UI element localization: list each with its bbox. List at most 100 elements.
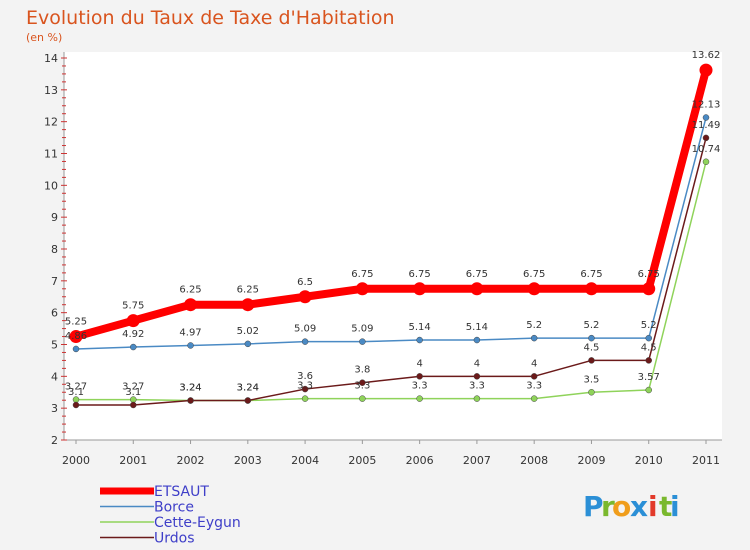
data-label: 4.5 — [584, 342, 600, 353]
chart-subtitle: (en %) — [26, 31, 62, 44]
data-point — [588, 334, 595, 342]
data-label: 3.8 — [354, 365, 370, 376]
data-point — [301, 338, 309, 345]
data-point — [702, 158, 710, 166]
data-label: 3.24 — [237, 383, 259, 394]
data-point — [530, 373, 538, 380]
data-point — [72, 401, 80, 409]
data-label: 3.3 — [297, 381, 313, 392]
data-point — [473, 373, 481, 380]
series-cette-eygun — [72, 158, 710, 404]
data-point — [301, 395, 309, 402]
data-point — [130, 343, 137, 351]
data-label: 6.75 — [580, 269, 602, 280]
series-line — [75, 117, 707, 350]
data-label: 5.2 — [584, 320, 600, 331]
logo-letter: i — [648, 490, 658, 523]
data-label: 4.92 — [122, 329, 144, 340]
data-point — [359, 379, 366, 386]
data-label: 5.14 — [409, 322, 431, 333]
data-point — [72, 345, 80, 353]
data-point — [359, 338, 366, 345]
x-tick-label: 2001 — [119, 454, 147, 467]
x-tick-label: 2007 — [463, 454, 491, 467]
x-tick-label: 2003 — [234, 454, 262, 467]
data-label: 6.75 — [523, 269, 545, 280]
series-borce — [72, 114, 710, 353]
data-point — [416, 336, 423, 344]
y-tick-label: 12 — [44, 116, 58, 129]
data-label: 4.5 — [641, 342, 657, 353]
data-point — [588, 389, 595, 396]
y-tick-label: 10 — [44, 179, 58, 192]
data-label: 3.24 — [179, 383, 201, 394]
data-label: 3.27 — [122, 382, 144, 393]
y-tick-label: 4 — [51, 370, 58, 383]
data-point — [470, 282, 484, 296]
series-line — [74, 69, 710, 341]
y-tick-label: 11 — [44, 148, 58, 161]
data-label: 6.75 — [638, 269, 660, 280]
data-label: 3.3 — [469, 381, 485, 392]
data-point — [187, 397, 194, 404]
data-label: 13.62 — [692, 50, 721, 61]
legend-label: ETSAUT — [154, 484, 209, 500]
y-tick-label: 5 — [51, 339, 58, 352]
data-point — [298, 290, 312, 304]
y-tick-label: 3 — [51, 402, 58, 415]
data-label: 3.1 — [68, 387, 84, 398]
logo-letter: r — [601, 490, 615, 523]
logo-letter: i — [670, 490, 680, 523]
data-label: 3.27 — [65, 382, 87, 393]
data-label: 3.5 — [584, 374, 600, 385]
y-tick-label: 7 — [51, 275, 58, 288]
data-label: 3.24 — [237, 383, 259, 394]
data-point — [355, 282, 369, 296]
data-label: 6.75 — [351, 269, 373, 280]
data-label: 5.25 — [65, 317, 87, 328]
data-point — [642, 282, 656, 296]
x-tick-label: 2009 — [577, 454, 605, 467]
data-label: 4.97 — [179, 327, 201, 338]
data-point — [702, 114, 710, 121]
data-point — [527, 282, 541, 296]
x-tick-label: 2005 — [348, 454, 376, 467]
x-tick-label: 2004 — [291, 454, 319, 467]
legend-label: Urdos — [154, 531, 195, 547]
y-tick-label: 13 — [44, 84, 58, 97]
data-point — [645, 334, 652, 342]
data-point — [473, 395, 481, 402]
data-label: 4 — [531, 358, 537, 369]
data-label: 3.3 — [354, 381, 370, 392]
data-point — [473, 336, 481, 344]
data-point — [359, 395, 366, 402]
data-point — [187, 342, 194, 349]
series-layer: 5.25 5.75 6.25 6.25 6.5 6.75 6.75 6.75 6.75 6.75 6… — [65, 50, 721, 409]
data-label: 5.14 — [466, 322, 488, 333]
data-point — [530, 334, 538, 342]
data-label: 6.75 — [466, 269, 488, 280]
logo-letter: P — [583, 490, 604, 523]
y-tick-label: 8 — [51, 243, 58, 256]
logo-letter: t — [659, 490, 672, 523]
data-label: 5.2 — [526, 320, 542, 331]
data-label: 3.57 — [638, 372, 660, 383]
y-tick-label: 14 — [44, 52, 58, 65]
data-label: 5.09 — [351, 324, 373, 335]
data-point — [69, 330, 83, 344]
data-point — [416, 373, 423, 380]
data-point — [413, 282, 427, 296]
data-label: 5.02 — [237, 326, 259, 337]
data-point — [244, 397, 252, 404]
data-label: 5.75 — [122, 301, 144, 312]
data-point — [702, 134, 710, 142]
y-tick-label: 2 — [51, 434, 58, 447]
data-point — [416, 395, 423, 402]
x-tick-label: 2008 — [520, 454, 548, 467]
data-point — [244, 340, 252, 348]
data-label: 3.6 — [297, 371, 313, 382]
data-label: 6.25 — [237, 285, 259, 296]
